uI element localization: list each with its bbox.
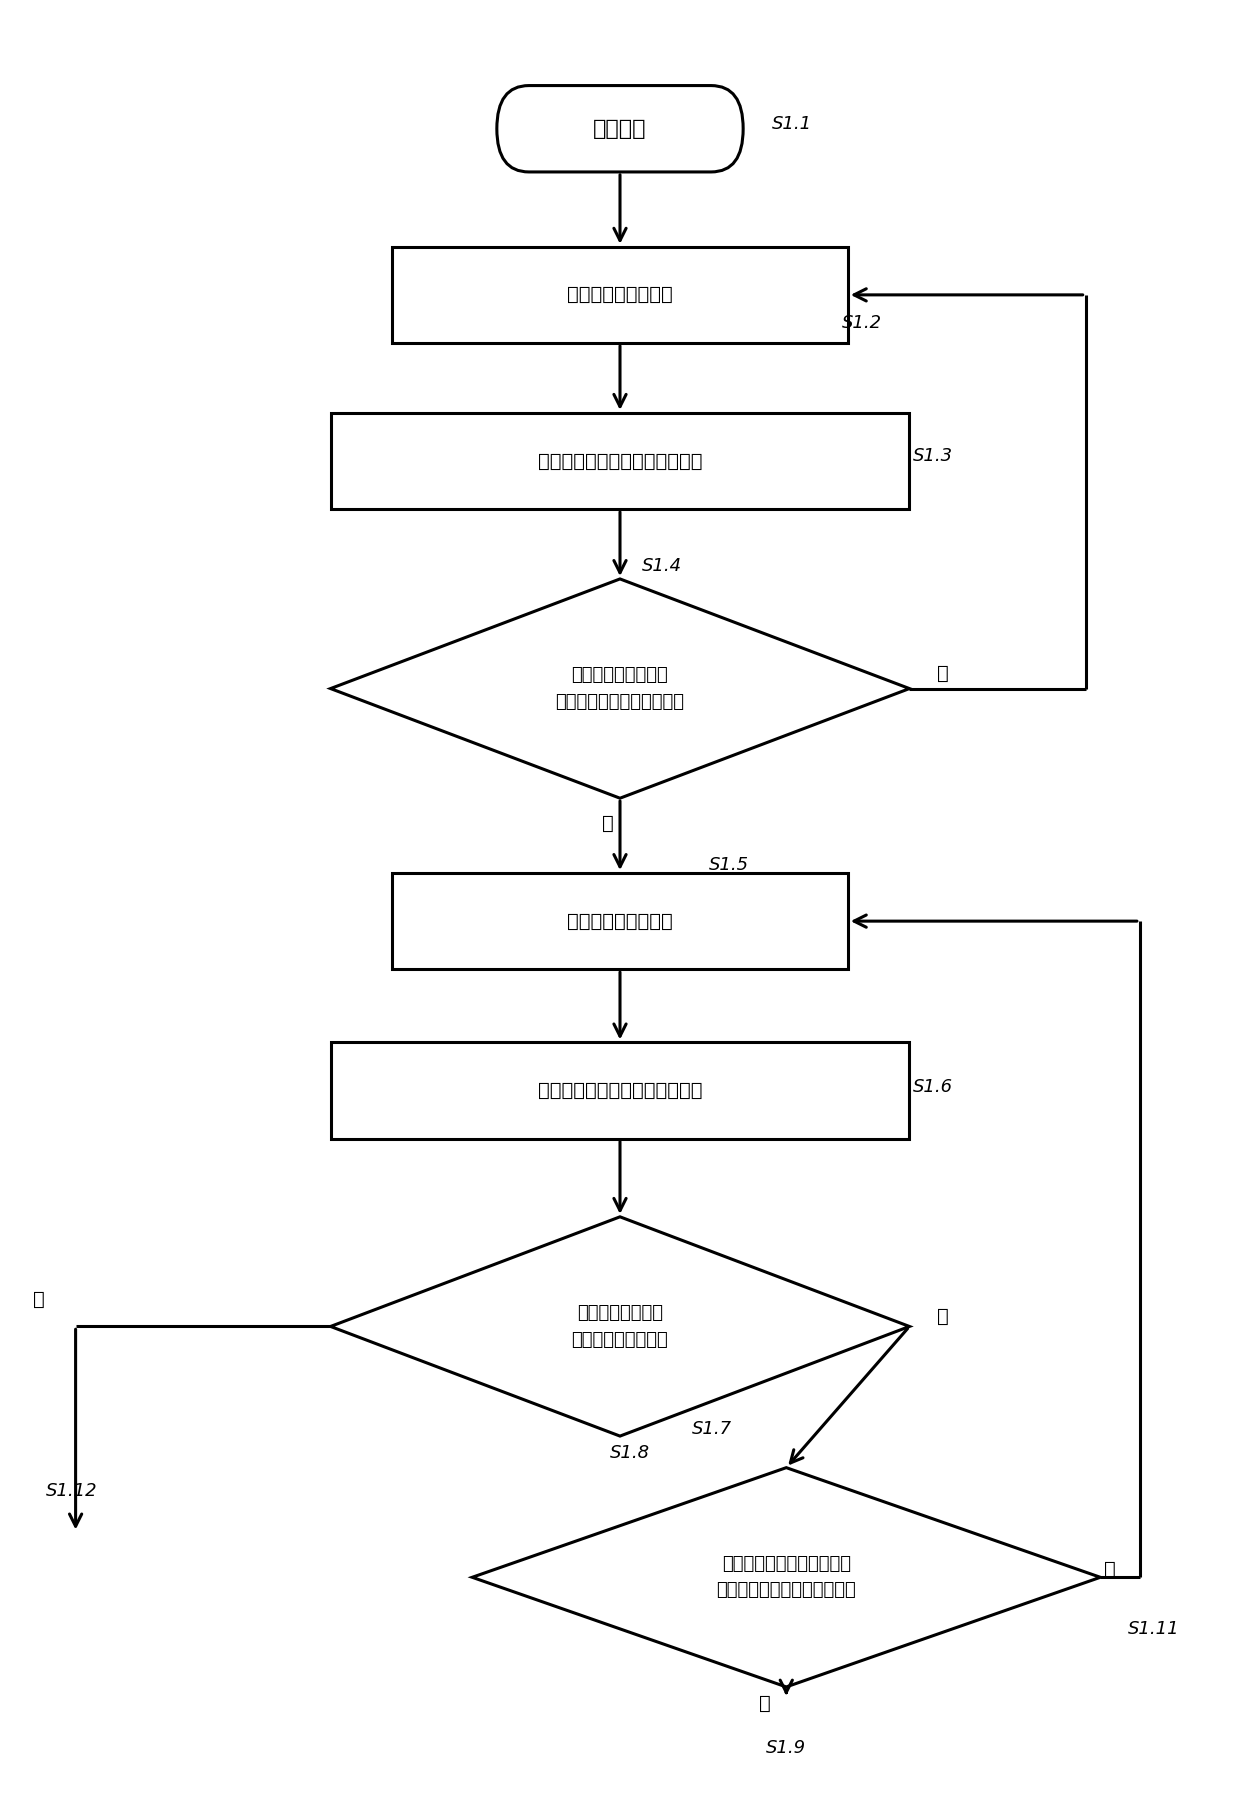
Text: S1.3: S1.3 xyxy=(913,447,954,466)
Polygon shape xyxy=(331,578,909,799)
Text: 以快充模式进行充电: 以快充模式进行充电 xyxy=(567,911,673,931)
Text: 否: 否 xyxy=(937,664,949,684)
Text: S1.1: S1.1 xyxy=(771,115,812,133)
Text: S1.11: S1.11 xyxy=(1127,1619,1179,1637)
Text: S1.12: S1.12 xyxy=(46,1482,98,1501)
Text: 测量第一电芯和第二电芯的电压: 测量第一电芯和第二电芯的电压 xyxy=(538,451,702,471)
Text: 第一电芯和第二电芯
是否都达到第一转态电压？: 第一电芯和第二电芯 是否都达到第一转态电压？ xyxy=(556,666,684,711)
Bar xyxy=(392,873,848,970)
Text: S1.8: S1.8 xyxy=(610,1444,650,1462)
Text: 是: 是 xyxy=(1105,1559,1116,1579)
Text: S1.6: S1.6 xyxy=(913,1079,954,1097)
Text: 测量第一电芯和第二电芯的电压: 测量第一电芯和第二电芯的电压 xyxy=(538,1080,702,1100)
Polygon shape xyxy=(472,1468,1100,1686)
FancyBboxPatch shape xyxy=(497,85,743,173)
Text: S1.7: S1.7 xyxy=(692,1421,732,1439)
Text: 电压的最大电压值与最小电
压值的差值是否小于临界值？: 电压的最大电压值与最小电 压值的差值是否小于临界值？ xyxy=(717,1555,856,1599)
Bar xyxy=(331,1042,909,1139)
Bar xyxy=(331,413,909,509)
Text: 是: 是 xyxy=(32,1290,45,1310)
Text: 否: 否 xyxy=(937,1308,949,1326)
Text: 是: 是 xyxy=(601,813,614,833)
Text: S1.5: S1.5 xyxy=(709,855,749,873)
Polygon shape xyxy=(331,1217,909,1435)
Text: S1.2: S1.2 xyxy=(842,315,882,333)
Text: 是否有电芯的电压
达到第二转态电压？: 是否有电芯的电压 达到第二转态电压？ xyxy=(572,1304,668,1348)
Text: S1.4: S1.4 xyxy=(642,557,682,575)
Bar xyxy=(392,247,848,344)
Text: S1.9: S1.9 xyxy=(766,1739,806,1757)
Text: 以预充模式进行充电: 以预充模式进行充电 xyxy=(567,286,673,304)
Text: 开始充电: 开始充电 xyxy=(593,118,647,138)
Text: 否: 否 xyxy=(759,1693,771,1713)
